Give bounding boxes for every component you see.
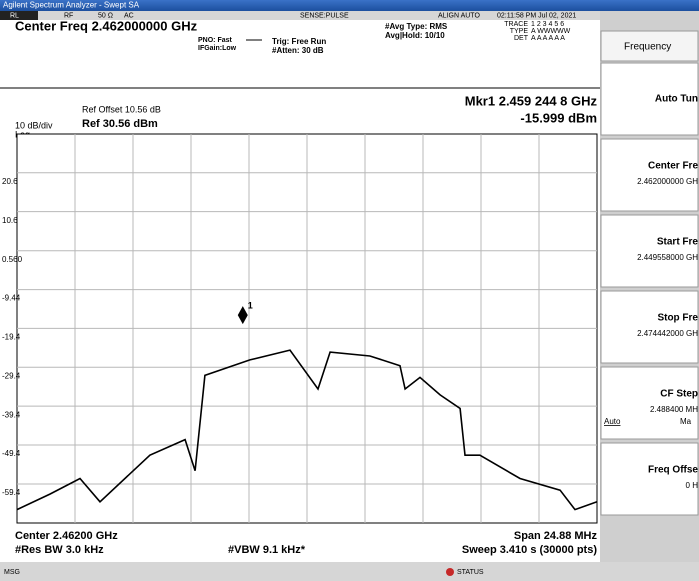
softkey-menu: Frequency Auto Tun Center Fre 2.462000000 G… <box>600 30 699 516</box>
softkey-label: CF Step <box>660 389 698 400</box>
y-tick-label: 0.560 <box>2 255 23 264</box>
softkey[interactable] <box>600 214 699 288</box>
softkey-label: Auto Tun <box>655 94 698 105</box>
window-title: Agilent Spectrum Analyzer - Swept SA <box>3 1 140 10</box>
softkey-option: Auto <box>604 417 621 426</box>
bottom-bar <box>0 562 699 581</box>
y-tick-label: -9.44 <box>2 294 21 303</box>
type-vals: A WWWWW <box>531 28 571 35</box>
plot: 20.6 10.6 0.560 -9.44 -19.4 -29.4 -39.4 -49.4 -5… <box>2 133 598 524</box>
softkey[interactable] <box>600 366 699 440</box>
det-vals: A A A A A A <box>531 35 565 42</box>
status-item: RL <box>10 12 19 19</box>
msg: MSG <box>4 569 20 576</box>
softkey[interactable] <box>600 290 699 364</box>
ifgain: IFGain:Low <box>198 45 237 52</box>
softkey-value: 2.462000000 GH <box>637 177 698 186</box>
softkey-label: Start Fre <box>657 237 699 248</box>
trace <box>16 349 598 511</box>
softkey[interactable] <box>600 138 699 212</box>
status-item: 50 Ω <box>98 12 113 19</box>
vbw: #VBW 9.1 kHz* <box>228 544 306 556</box>
trig: Trig: Free Run <box>272 37 326 46</box>
softkey-value: 2.474442000 GH <box>637 329 698 338</box>
status-item: SENSE:PULSE <box>300 12 349 19</box>
det-label: DET <box>514 35 529 42</box>
status-rl-box <box>0 11 38 20</box>
res-bw: #Res BW 3.0 kHz <box>15 544 104 556</box>
y-tick-label: -39.4 <box>2 410 21 419</box>
status-item: 02:11:58 PM Jul 02, 2021 <box>497 12 576 19</box>
ref-offset: Ref Offset 10.56 dB <box>82 104 161 114</box>
ref-level: Ref 30.56 dBm <box>82 118 158 130</box>
status-item: AC <box>124 12 134 19</box>
softkey-label: Center Fre <box>648 161 698 172</box>
y-tick-label: -19.4 <box>2 332 21 341</box>
softkey[interactable] <box>600 442 699 516</box>
title-bar <box>0 0 699 11</box>
y-tick-label: -59.4 <box>2 488 21 497</box>
marker-diamond <box>237 306 248 325</box>
status: STATUS <box>457 569 484 576</box>
avg-hold: Avg|Hold: 10/10 <box>385 31 445 40</box>
softkey[interactable] <box>600 62 699 136</box>
y-tick-label: -29.4 <box>2 371 21 380</box>
softkey-label: Stop Fre <box>657 313 698 324</box>
softkey-value: 2.488400 MH <box>650 405 698 414</box>
marker-level-readout: -15.999 dBm <box>520 110 597 125</box>
y-tick-label: -49.4 <box>2 449 21 458</box>
pno: PNO: Fast <box>198 37 233 44</box>
status-icon <box>446 568 454 576</box>
center-freq-header: Center Freq 2.462000000 GHz <box>15 18 198 33</box>
sweep: Sweep 3.410 s (30000 pts) <box>462 544 597 556</box>
type-label: TYPE <box>510 28 529 35</box>
softkey-value: 0 H <box>686 481 699 490</box>
status-row <box>0 11 600 20</box>
center-footer: Center 2.46200 GHz <box>15 530 118 542</box>
scale: 10 dB/div <box>15 120 53 130</box>
softkey-label: Freq Offse <box>648 465 698 476</box>
status-item: RF <box>64 12 73 19</box>
marker-label: 1 <box>248 300 253 310</box>
y-tick-label: 10.6 <box>2 216 18 225</box>
menu-title-box <box>600 30 699 62</box>
span-footer: Span 24.88 MHz <box>514 530 598 542</box>
trace-label: TRACE <box>504 21 528 28</box>
softkey-value: 2.449558000 GH <box>637 253 698 262</box>
avg-type: #Avg Type: RMS <box>385 22 448 31</box>
status-item: ALIGN AUTO <box>438 12 480 19</box>
atten: #Atten: 30 dB <box>272 46 324 55</box>
softkey-option: Ma <box>680 417 692 426</box>
y-tick-label: 20.6 <box>2 177 18 186</box>
menu-title: Frequency <box>624 42 671 53</box>
marker-freq-readout: Mkr1 2.459 244 8 GHz <box>465 93 598 108</box>
trace-nums: 1 2 3 4 5 6 <box>531 21 564 28</box>
